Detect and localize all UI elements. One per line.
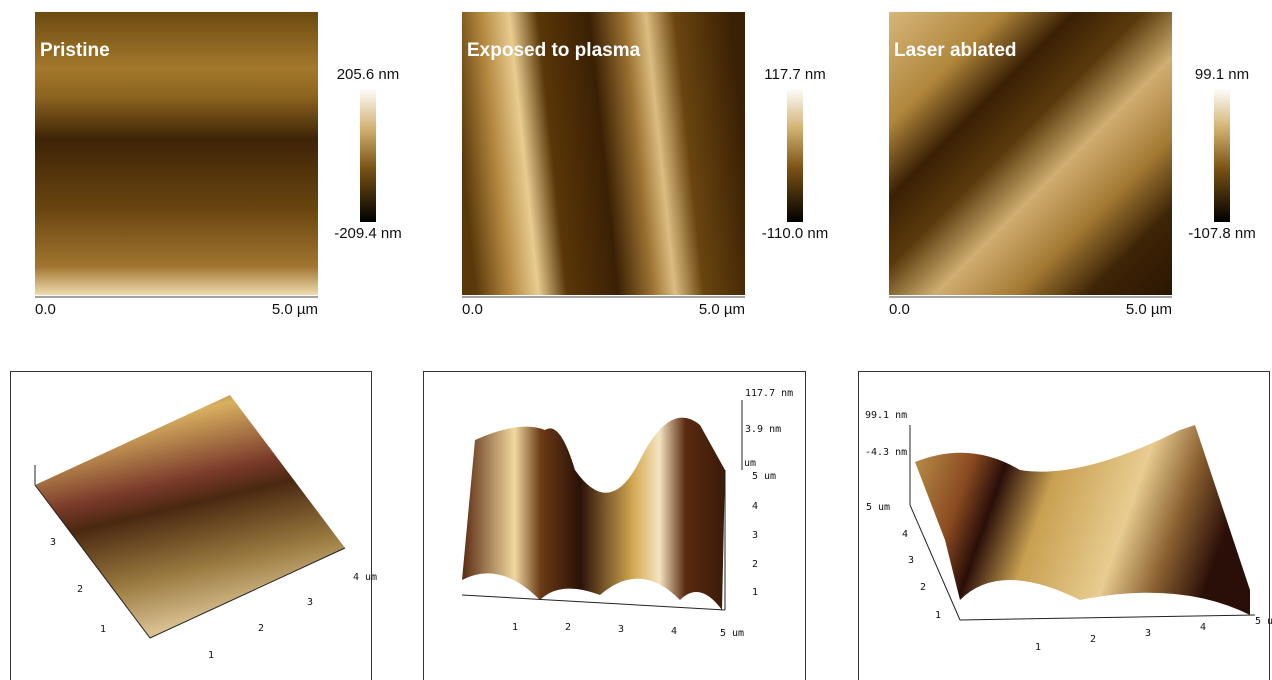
x-tick-label: 2 [565,622,571,633]
panel-label: Laser ablated [894,40,1017,61]
y-tick-label: 5 um [752,471,776,482]
y-tick-label: 1 [100,624,106,635]
color-scale [1214,88,1230,222]
x-start: 0.0 [35,301,56,318]
x-end: 5.0 µm [1126,301,1172,318]
z-tick-label: -4.3 nm [865,447,907,458]
y-tick-label: 5 um [866,502,890,513]
x-tick-label: 4 um [353,572,377,583]
y-tick-label: 2 [920,582,926,593]
scale-max: 99.1 nm [1195,66,1249,83]
figure: Pristine 205.6 nm -209.4 nm 0.0 5.0 µm 1 2 3 1 2 3… [0,0,1272,680]
x-tick-label: 4 [1200,622,1206,633]
x-tick-label: 1 [1035,642,1041,653]
y-tick-label: 3 [908,555,914,566]
color-scale [787,88,803,222]
x-tick-label: 3 [307,597,313,608]
z-tick-label: 3.9 nm [745,424,781,435]
scale-max: 117.7 nm [764,66,825,83]
y-tick-label: 4 [902,529,908,540]
x-tick-label: 1 [512,622,518,633]
panel-label: Exposed to plasma [467,40,641,61]
y-tick-label: 3 [50,537,56,548]
y-tick-label: 4 [752,501,758,512]
z-tick-label: 99.1 nm [865,410,907,421]
y-tick-label: 2 [77,584,83,595]
scale-min: -107.8 nm [1188,225,1256,242]
color-scale [360,88,376,222]
x-tick-label: 1 [208,650,214,661]
panel-label: Pristine [40,40,110,61]
y-unit: um [744,458,756,469]
scale-min: -209.4 nm [334,225,402,242]
x-end: 5.0 µm [272,301,318,318]
x-tick-label: 3 [618,624,624,635]
x-tick-label: 4 [671,626,677,637]
x-tick-label: 2 [258,623,264,634]
x-tick-label: 5 um [720,628,744,639]
y-tick-label: 1 [752,587,758,598]
x-tick-label: 2 [1090,634,1096,645]
x-tick-label: 5 um [1255,616,1272,627]
x-tick-label: 3 [1145,628,1151,639]
y-tick-label: 3 [752,530,758,541]
scale-min: -110.0 nm [762,225,828,242]
x-start: 0.0 [462,301,483,318]
y-tick-label: 2 [752,559,758,570]
z-tick-label: 117.7 nm [745,388,793,399]
x-end: 5.0 µm [699,301,745,318]
x-start: 0.0 [889,301,910,318]
scale-max: 205.6 nm [337,66,400,83]
y-tick-label: 1 [935,610,941,621]
